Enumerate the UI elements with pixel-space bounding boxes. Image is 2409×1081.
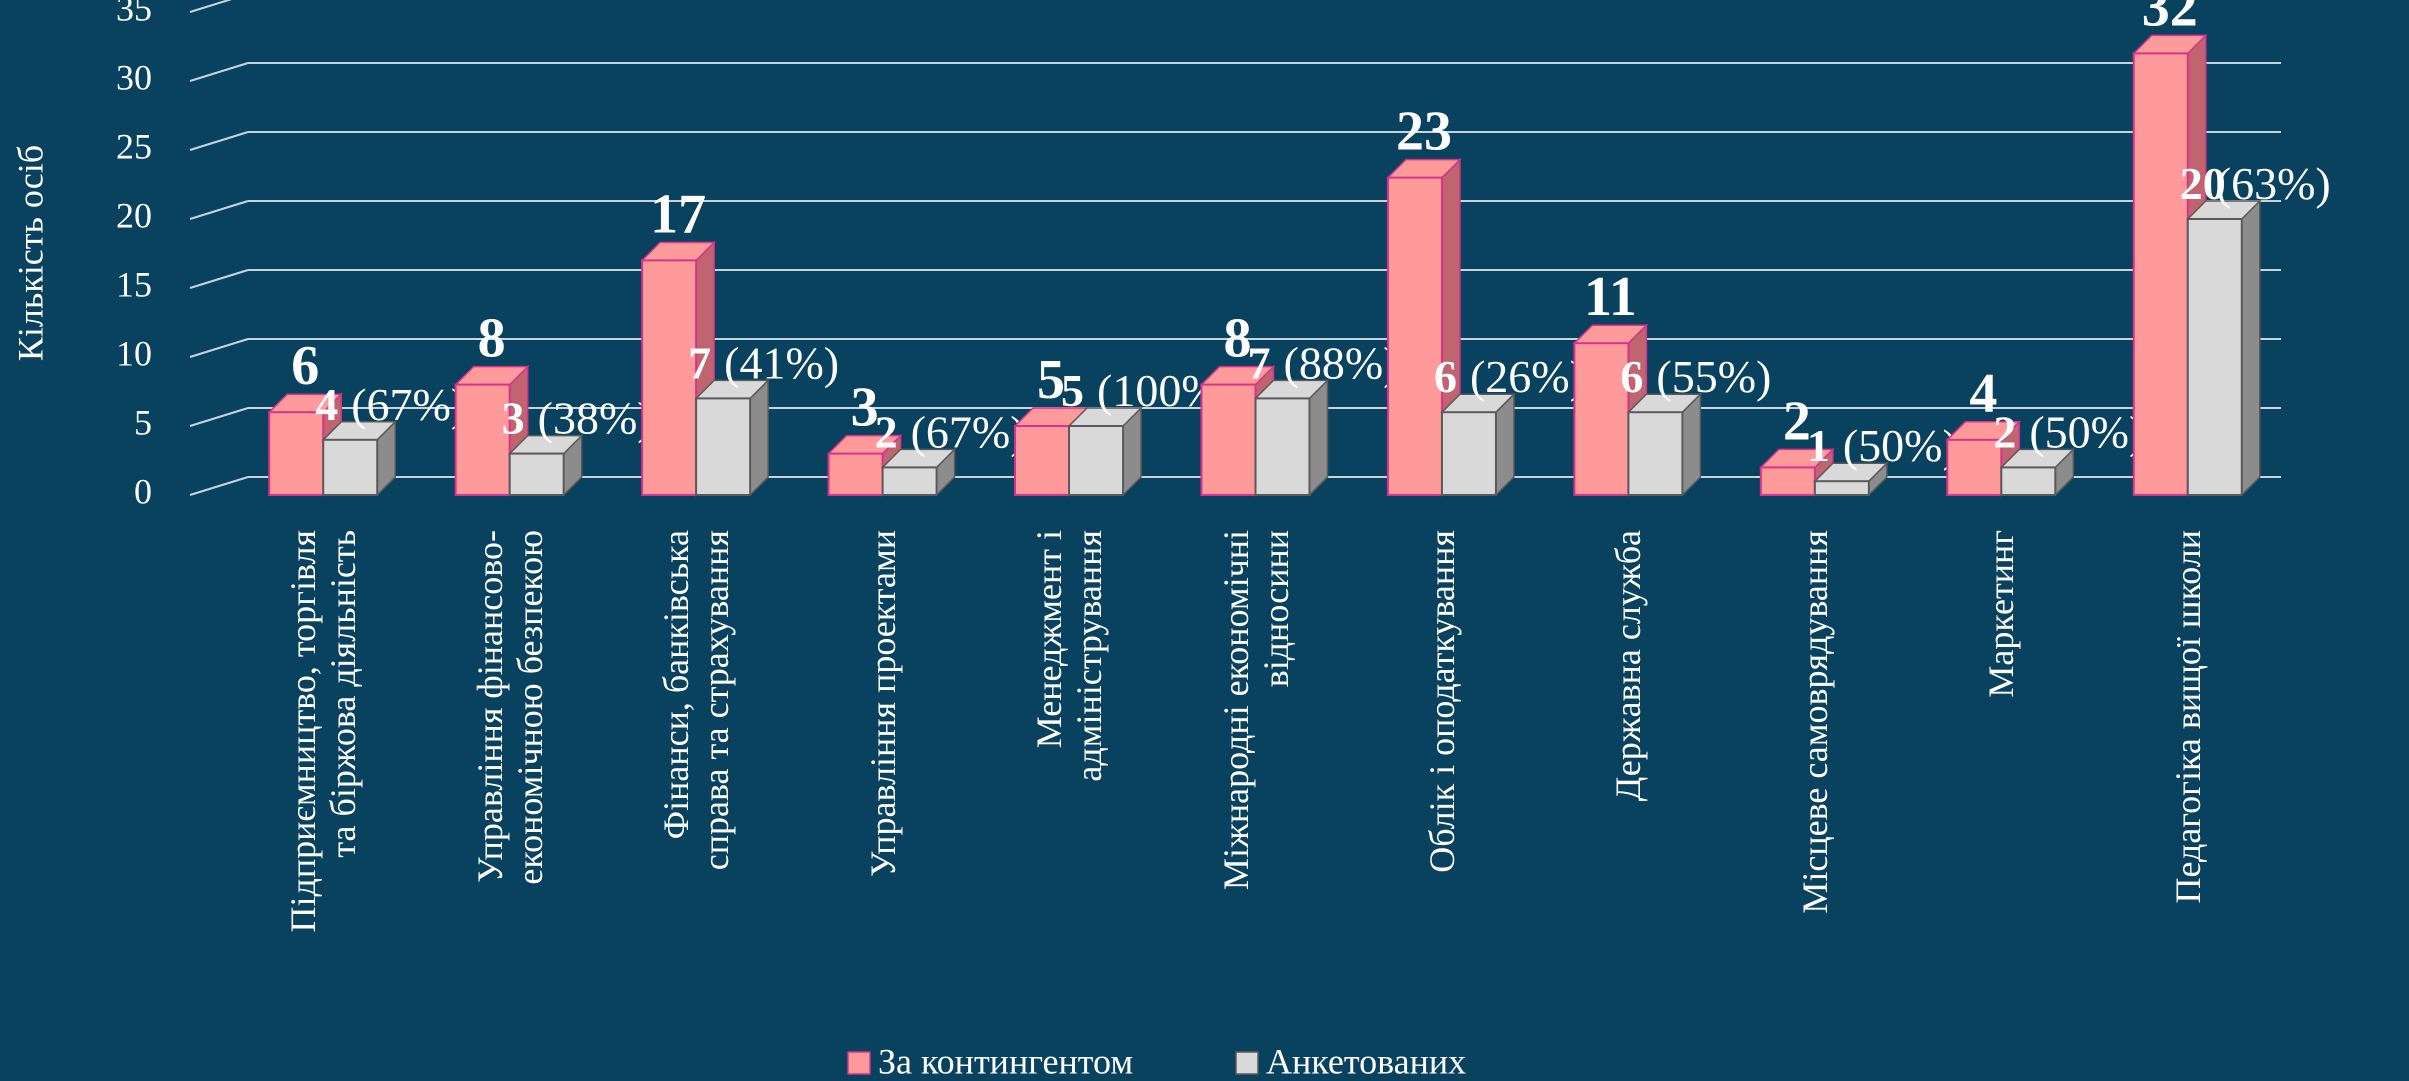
value-label: 6 <box>1434 351 1457 402</box>
percent-label: (67%) <box>351 379 466 430</box>
percent-label: (50%) <box>1843 420 1958 471</box>
y-tick-label: 0 <box>134 471 152 511</box>
value-label: 17 <box>650 183 706 245</box>
y-tick-label: 15 <box>116 264 152 304</box>
bar <box>1573 342 1630 497</box>
bar <box>454 383 511 497</box>
value-label: 20 <box>2180 158 2226 209</box>
bar <box>1440 411 1497 497</box>
bar <box>641 259 698 496</box>
grid-edge <box>189 200 249 220</box>
percent-label: (41%) <box>724 337 839 388</box>
bar <box>881 466 938 496</box>
x-tick-label: Маркетинг <box>1981 530 2022 698</box>
grid-edge <box>189 62 249 82</box>
bar-side <box>2241 199 2261 497</box>
value-label: 6 <box>1620 351 1643 402</box>
bar <box>1759 466 1816 496</box>
bar <box>2000 466 2057 496</box>
percent-label: (55%) <box>1656 351 1771 402</box>
bar <box>322 438 379 496</box>
legend-swatch <box>1235 1051 1259 1075</box>
value-label: 7 <box>688 337 711 388</box>
bar <box>695 397 752 496</box>
value-label: 3 <box>851 377 879 439</box>
bar <box>1068 425 1125 496</box>
y-tick-label: 20 <box>116 195 152 235</box>
percent-label: (26%) <box>1470 351 1585 402</box>
value-label: 2 <box>1993 406 2016 457</box>
bar-side <box>1308 378 1329 497</box>
value-label: 8 <box>478 308 506 370</box>
grid-edge <box>189 0 233 13</box>
grid-edge <box>189 269 249 289</box>
value-label: 23 <box>1396 101 1452 163</box>
x-tick-label: Управління проектами <box>862 530 903 878</box>
legend-label: Анкетованих <box>1266 1041 1466 1081</box>
bar <box>1200 383 1257 497</box>
value-label: 6 <box>291 335 319 397</box>
value-label: 2 <box>875 406 898 457</box>
bar <box>2132 52 2189 497</box>
value-label: 8 <box>1224 308 1252 370</box>
grid-edge <box>189 338 249 358</box>
x-tick-label: Менеджмент і адміністрування <box>1029 530 1110 782</box>
x-tick-label: Підприємництво, торгівля та біржова діял… <box>283 530 364 933</box>
y-tick-label: 35 <box>116 0 152 28</box>
y-tick-label: 5 <box>134 402 152 442</box>
value-label: 2 <box>1783 390 1811 452</box>
bar <box>1014 425 1071 496</box>
bar <box>268 411 325 497</box>
y-tick-label: 25 <box>116 126 152 166</box>
percent-label: (50%) <box>2029 406 2144 457</box>
percent-label: (38%) <box>538 393 653 444</box>
value-label: 5 <box>1037 349 1065 411</box>
grid-edge <box>189 407 249 427</box>
percent-label: (88%) <box>1284 337 1399 388</box>
legend-label: За контингентом <box>878 1041 1133 1081</box>
x-tick-label: Місцеве самоврядування <box>1794 530 1835 914</box>
bar-side <box>749 378 769 497</box>
value-label: 7 <box>1248 337 1271 388</box>
value-label: 32 <box>2142 0 2198 38</box>
value-label: 3 <box>502 393 525 444</box>
x-tick-label: Педагогіка вищої школи <box>2167 530 2208 904</box>
grid-edge <box>189 131 249 151</box>
value-label: 4 <box>1969 363 1997 425</box>
y-axis-title: Кількість осіб <box>10 145 50 361</box>
percent-label: (67%) <box>911 406 1026 457</box>
value-label: 11 <box>1584 266 1637 328</box>
x-tick-label: Державна служба <box>1608 530 1649 802</box>
x-tick-label: Міжнародні економічні відносини <box>1215 530 1296 891</box>
bar <box>508 452 565 497</box>
bar <box>2186 218 2243 496</box>
percent-label: (63%) <box>2216 158 2331 209</box>
bar <box>1627 411 1684 497</box>
y-tick-label: 30 <box>116 57 152 97</box>
x-tick-label: Фінанси, банківська справа та страхуванн… <box>656 530 737 871</box>
bar <box>827 452 884 497</box>
value-label: 4 <box>315 379 338 430</box>
x-tick-label: Управління фінансово- економічною безпек… <box>469 530 550 885</box>
value-label: 5 <box>1061 365 1084 416</box>
value-label: 1 <box>1807 420 1830 471</box>
y-tick-label: 10 <box>116 333 152 373</box>
legend-swatch <box>847 1051 871 1075</box>
bar <box>1254 397 1311 496</box>
bar <box>1386 176 1443 496</box>
bar <box>1813 480 1870 497</box>
x-tick-label: Облік і оподаткування <box>1421 530 1462 873</box>
grid-edge <box>189 476 249 496</box>
